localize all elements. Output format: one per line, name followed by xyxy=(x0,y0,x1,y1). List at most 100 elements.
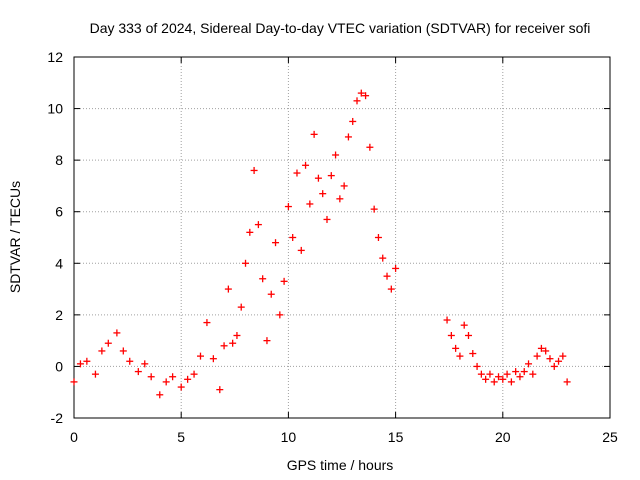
y-axis-label: SDTVAR / TECUs xyxy=(7,181,23,293)
data-point xyxy=(113,329,121,337)
data-point xyxy=(353,97,361,105)
data-point xyxy=(469,350,477,358)
data-point xyxy=(177,383,185,391)
data-point xyxy=(499,375,507,383)
data-point xyxy=(196,352,204,360)
grid xyxy=(74,57,610,418)
y-tick-label: 10 xyxy=(47,101,63,117)
data-point xyxy=(314,174,322,182)
data-point xyxy=(507,378,515,386)
data-point xyxy=(529,370,537,378)
y-tick-label: 2 xyxy=(55,307,63,323)
data-point xyxy=(209,355,217,363)
x-tick-label: 15 xyxy=(388,429,404,445)
data-point xyxy=(306,200,314,208)
data-point xyxy=(184,375,192,383)
data-point xyxy=(533,352,541,360)
data-point xyxy=(473,362,481,370)
data-point xyxy=(224,285,232,293)
data-point xyxy=(293,169,301,177)
data-point xyxy=(563,378,571,386)
data-point xyxy=(162,378,170,386)
data-point xyxy=(297,246,305,254)
data-point xyxy=(460,321,468,329)
data-point xyxy=(464,331,472,339)
data-point xyxy=(374,234,382,241)
data-point xyxy=(134,368,142,376)
data-point xyxy=(91,370,99,378)
data-point xyxy=(70,378,78,386)
y-tick-label: 4 xyxy=(55,255,63,271)
data-point xyxy=(229,339,237,347)
y-tick-label: 8 xyxy=(55,152,63,168)
y-tick-label: 0 xyxy=(55,358,63,374)
data-point xyxy=(83,357,91,365)
data-point xyxy=(387,285,395,293)
data-point xyxy=(280,277,288,285)
data-point xyxy=(98,347,106,355)
data-point xyxy=(233,331,241,339)
data-point xyxy=(289,234,297,241)
data-point xyxy=(156,391,164,399)
data-point xyxy=(456,352,464,360)
data-point xyxy=(119,347,127,355)
data-point xyxy=(495,373,503,381)
data-point xyxy=(392,264,400,272)
data-point xyxy=(169,373,177,381)
data-point xyxy=(340,182,348,190)
data-point xyxy=(516,373,524,381)
ticks: 0 5 10 15 20 25 -2 0 2 4 6 8 10 12 xyxy=(47,49,618,445)
data-point xyxy=(203,319,211,327)
data-point xyxy=(250,166,258,174)
data-point xyxy=(490,378,498,386)
data-points xyxy=(70,89,571,399)
data-point xyxy=(246,228,254,236)
plot-frame xyxy=(73,56,611,419)
data-point xyxy=(542,347,550,355)
data-point xyxy=(147,373,155,381)
data-point xyxy=(263,337,271,345)
data-point xyxy=(284,203,292,211)
x-tick-label: 20 xyxy=(495,429,511,445)
data-point xyxy=(141,360,149,368)
data-point xyxy=(276,311,284,319)
data-point xyxy=(267,290,275,298)
data-point xyxy=(190,370,198,378)
y-tick-label: 6 xyxy=(55,204,63,220)
data-point xyxy=(379,254,387,262)
y-tick-label: -2 xyxy=(51,410,64,426)
data-point xyxy=(220,342,228,350)
x-tick-label: 25 xyxy=(602,429,618,445)
data-point xyxy=(357,89,365,97)
data-point xyxy=(302,161,310,169)
data-point xyxy=(272,239,280,247)
data-point xyxy=(323,215,331,223)
data-point xyxy=(366,143,374,151)
x-axis-label: GPS time / hours xyxy=(287,457,394,473)
x-tick-label: 0 xyxy=(70,429,78,445)
data-point xyxy=(362,92,370,100)
data-point xyxy=(332,151,340,159)
data-point xyxy=(242,259,250,267)
data-point xyxy=(525,360,533,368)
data-point xyxy=(559,352,567,360)
data-point xyxy=(319,190,327,198)
data-point xyxy=(546,355,554,363)
data-point xyxy=(104,339,112,347)
data-point xyxy=(512,368,520,376)
data-point xyxy=(349,117,357,125)
data-point xyxy=(520,368,528,376)
data-point xyxy=(447,331,455,339)
data-point xyxy=(76,360,84,368)
data-point xyxy=(126,357,134,365)
data-point xyxy=(216,386,224,394)
data-point xyxy=(477,370,485,378)
data-point xyxy=(555,357,563,365)
data-point xyxy=(310,130,318,138)
data-point xyxy=(259,275,267,283)
data-point xyxy=(344,133,352,141)
data-point xyxy=(482,375,490,383)
data-point xyxy=(550,362,558,370)
